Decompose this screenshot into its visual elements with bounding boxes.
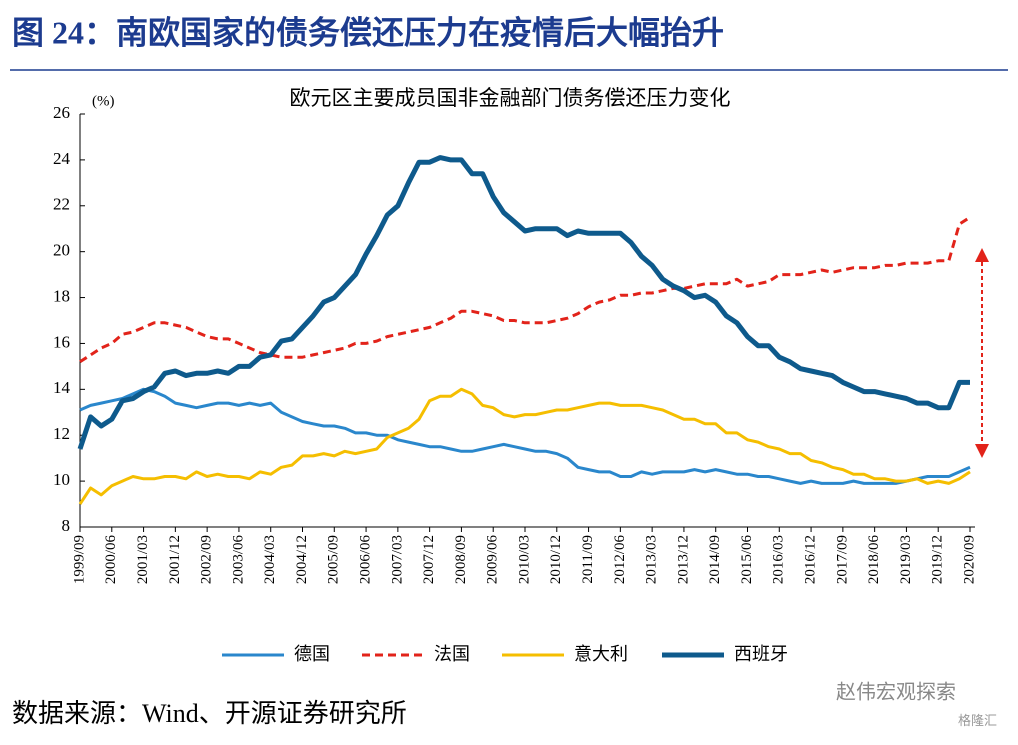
x-tick-label: 2013/12 <box>675 535 691 584</box>
legend-item: 德国 <box>222 644 330 664</box>
x-tick-label: 2011/09 <box>580 535 596 584</box>
source-note: 数据来源：Wind、开源证券研究所 <box>12 699 407 728</box>
x-tick-label: 2017/09 <box>834 535 850 584</box>
x-tick-label: 2010/12 <box>548 535 564 584</box>
x-tick-label: 2007/12 <box>421 535 437 584</box>
watermark: 赵伟宏观探索 <box>836 681 956 704</box>
x-tick-label: 2013/03 <box>644 535 660 584</box>
series-line <box>79 216 971 364</box>
x-tick-label: 2014/09 <box>707 535 723 584</box>
x-tick-label: 2006/06 <box>358 535 374 585</box>
y-tick-label: 14 <box>53 378 71 397</box>
x-tick-label: 2019/12 <box>930 535 946 584</box>
figure-title: 图 24：南欧国家的债务偿还压力在疫情后大幅抬升 <box>12 14 724 50</box>
y-tick-label: 24 <box>53 149 71 168</box>
series-line <box>77 155 970 450</box>
chart-title: 欧元区主要成员国非金融部门债务偿还压力变化 <box>290 86 731 110</box>
y-tick-label: 16 <box>53 332 70 351</box>
y-unit: (%) <box>92 93 115 109</box>
y-tick-label: 8 <box>62 516 71 535</box>
watermark-logo: 格隆汇 <box>958 713 997 728</box>
x-tick-label: 2018/06 <box>866 535 882 585</box>
legend-item: 意大利 <box>502 644 628 664</box>
x-tick-label: 2001/03 <box>135 535 151 584</box>
legend-label: 法国 <box>434 644 470 664</box>
x-tick-label: 2010/03 <box>516 535 532 584</box>
x-tick-label: 2019/03 <box>898 535 914 584</box>
x-tick-label: 2020/09 <box>961 535 977 584</box>
series-line <box>79 387 971 485</box>
y-tick-label: 26 <box>53 103 70 122</box>
legend-label: 西班牙 <box>734 644 788 664</box>
x-tick-label: 2003/06 <box>230 535 246 585</box>
y-tick-label: 18 <box>53 286 70 305</box>
x-tick-label: 2004/12 <box>294 535 310 584</box>
x-tick-label: 2015/06 <box>739 535 755 585</box>
x-tick-label: 2005/09 <box>326 535 342 584</box>
x-tick-label: 2004/03 <box>262 535 278 584</box>
x-tick-label: 2016/12 <box>803 535 819 584</box>
legend-item: 法国 <box>362 644 470 664</box>
y-tick-label: 10 <box>53 470 70 489</box>
x-tick-label: 2001/12 <box>167 535 183 584</box>
x-tick-label: 2016/03 <box>771 535 787 584</box>
x-tick-label: 2000/06 <box>103 535 119 585</box>
legend-label: 德国 <box>294 644 330 664</box>
y-tick-label: 22 <box>53 195 70 214</box>
annotation-arrow <box>975 248 989 458</box>
x-tick-label: 2008/09 <box>453 535 469 584</box>
x-tick-label: 2002/09 <box>199 535 215 584</box>
x-tick-label: 2012/06 <box>612 535 628 585</box>
x-tick-label: 2009/06 <box>485 535 501 585</box>
y-tick-label: 12 <box>53 424 70 443</box>
x-tick-label: 2007/03 <box>389 535 405 584</box>
y-tick-label: 20 <box>53 241 70 260</box>
x-tick-label: 1999/09 <box>71 535 87 584</box>
series-line <box>78 387 971 505</box>
legend-item: 西班牙 <box>662 644 788 664</box>
legend-label: 意大利 <box>574 644 628 664</box>
